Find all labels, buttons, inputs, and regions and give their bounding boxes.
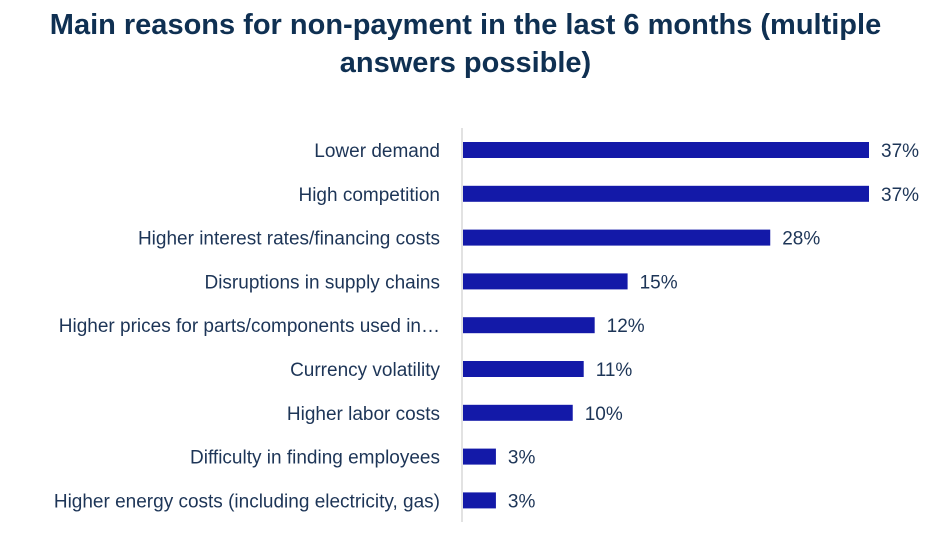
- category-label: Higher prices for parts/components used …: [59, 316, 440, 337]
- bar: [463, 185, 869, 202]
- data-label: 37%: [881, 141, 919, 162]
- category-label: Disruptions in supply chains: [204, 272, 440, 293]
- category-label: Currency volatility: [290, 360, 440, 381]
- bar: [463, 229, 771, 246]
- data-label: 37%: [881, 185, 919, 206]
- bar: [463, 404, 573, 421]
- category-label: Higher energy costs (including electrici…: [54, 491, 440, 512]
- bar: [463, 492, 496, 509]
- category-label: Higher interest rates/financing costs: [138, 229, 440, 250]
- data-label: 3%: [508, 491, 536, 512]
- bar: [463, 317, 595, 334]
- bar: [463, 448, 496, 465]
- bar: [463, 273, 628, 290]
- data-label: 11%: [596, 360, 633, 381]
- data-label: 15%: [640, 272, 678, 293]
- data-label: 3%: [508, 448, 536, 469]
- data-label: 12%: [607, 316, 645, 337]
- category-label: Difficulty in finding employees: [190, 448, 440, 469]
- chart-title: Main reasons for non-payment in the last…: [49, 9, 882, 79]
- data-label: 10%: [585, 404, 623, 425]
- bar: [463, 142, 869, 158]
- data-label: 28%: [782, 229, 820, 250]
- category-label: High competition: [298, 185, 440, 206]
- category-label: Lower demand: [314, 141, 440, 162]
- category-label: Higher labor costs: [287, 404, 440, 425]
- bar: [463, 361, 584, 377]
